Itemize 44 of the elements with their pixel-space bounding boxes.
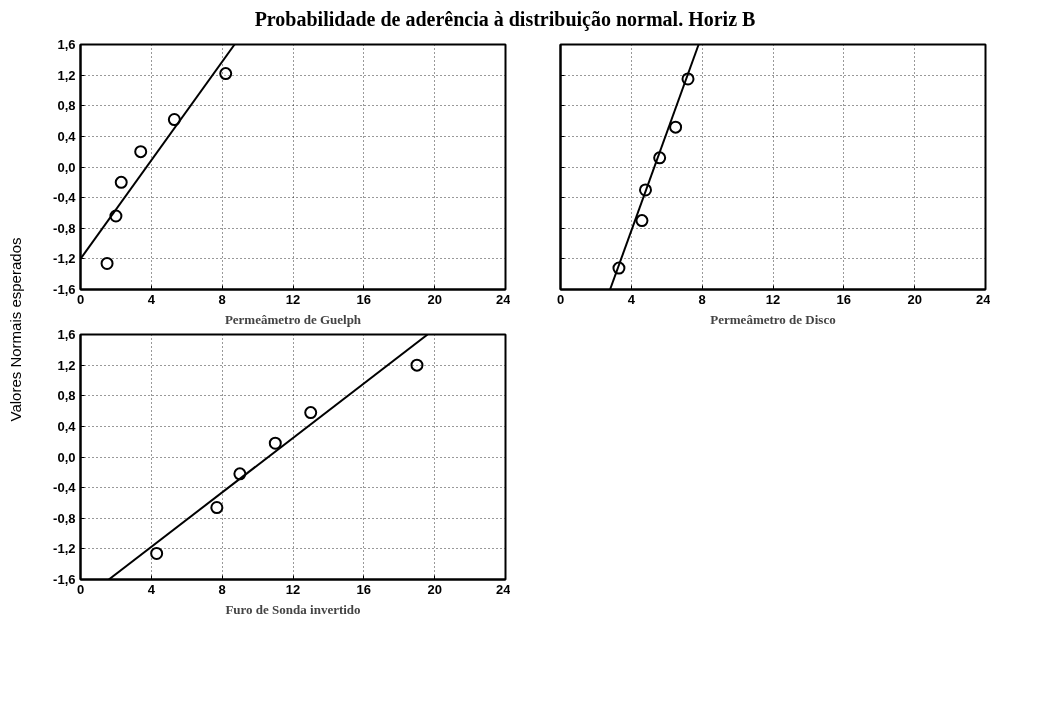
y-tick-label: -1,2 — [53, 250, 76, 266]
y-tick-label: 0,8 — [57, 97, 76, 113]
x-tick-label: 4 — [147, 581, 156, 597]
y-tick-label: 0,8 — [57, 387, 76, 403]
x-tick-label: 20 — [427, 291, 442, 307]
x-tick-label: 16 — [356, 581, 372, 597]
x-tick-label: 20 — [427, 581, 442, 597]
x-axis-title: Furo de Sonda invertido — [225, 601, 361, 617]
x-tick-label: 0 — [76, 581, 85, 597]
x-tick-label: 12 — [285, 291, 301, 307]
x-tick-label: 0 — [556, 291, 565, 307]
chart-title: Probabilidade de aderência à distribuição normal. Horiz B — [254, 7, 756, 33]
y-tick-label: 1,2 — [57, 357, 76, 373]
y-tick-label: 0,0 — [57, 449, 76, 465]
y-tick-label: -1,6 — [53, 281, 76, 297]
y-tick-label: -0,8 — [53, 220, 76, 236]
x-tick-label: 24 — [496, 581, 512, 597]
x-tick-label: 12 — [765, 291, 781, 307]
x-tick-label: 8 — [218, 291, 226, 307]
y-tick-label: 0,4 — [57, 418, 77, 434]
x-tick-label: 20 — [907, 291, 922, 307]
y-axis-title: Valores Normais esperados — [7, 237, 24, 422]
y-tick-label: 0,4 — [57, 128, 77, 144]
y-tick-label: -0,8 — [53, 510, 76, 526]
y-tick-label: 1,6 — [57, 326, 76, 342]
y-tick-label: -0,4 — [53, 189, 77, 205]
x-axis-title: Permeâmetro de Disco — [710, 311, 836, 327]
x-axis-title: Permeâmetro de Guelph — [224, 311, 362, 327]
x-tick-label: 24 — [976, 291, 992, 307]
x-tick-label: 24 — [496, 291, 512, 307]
y-tick-label: -1,2 — [53, 540, 76, 556]
y-tick-label: -1,6 — [53, 571, 76, 587]
y-tick-label: 1,2 — [57, 67, 76, 83]
x-tick-label: 4 — [627, 291, 636, 307]
x-tick-label: 8 — [698, 291, 706, 307]
y-tick-label: 1,6 — [57, 36, 76, 52]
x-tick-label: 12 — [285, 581, 301, 597]
x-tick-label: 16 — [356, 291, 372, 307]
x-tick-label: 4 — [147, 291, 156, 307]
x-tick-label: 16 — [836, 291, 852, 307]
y-tick-label: 0,0 — [57, 159, 76, 175]
x-tick-label: 0 — [76, 291, 85, 307]
y-tick-label: -0,4 — [53, 479, 77, 495]
x-tick-label: 8 — [218, 581, 226, 597]
